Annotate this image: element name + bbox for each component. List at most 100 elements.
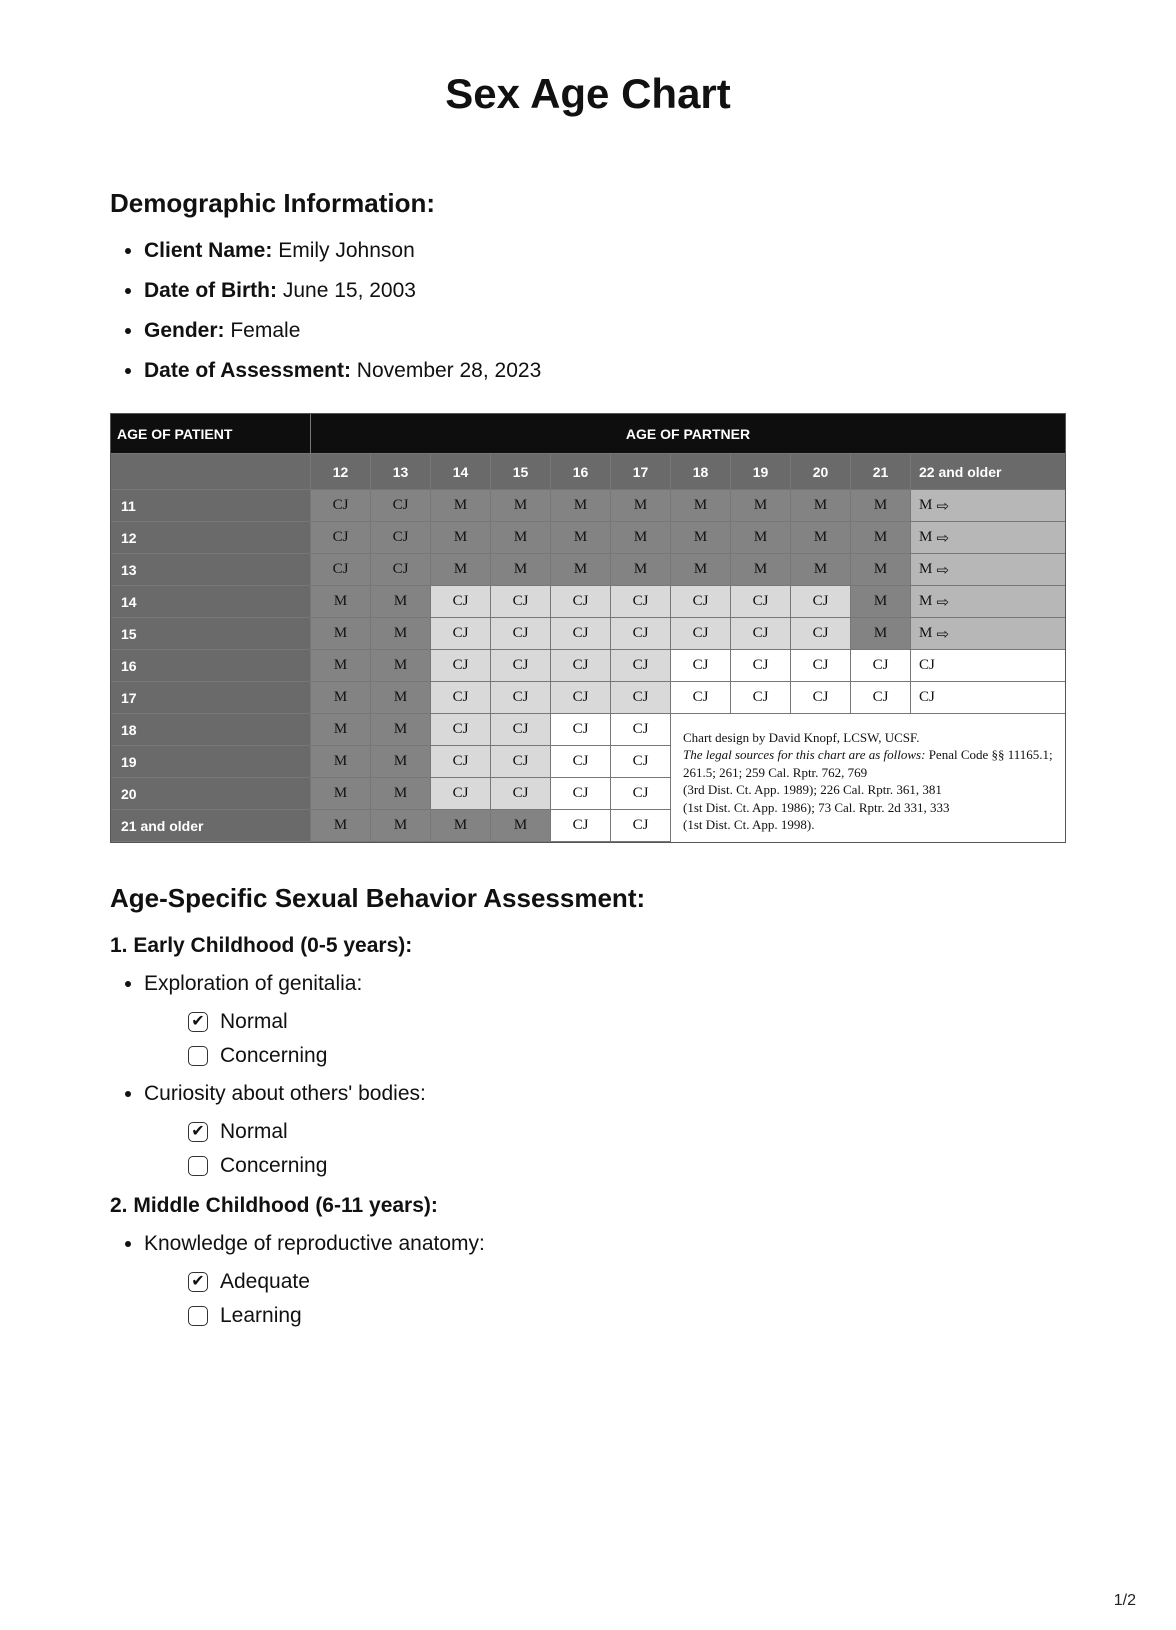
chart-cell: CJ xyxy=(611,810,671,842)
chart-partner-age: 12 xyxy=(311,454,371,490)
demographics-list: Client Name: Emily Johnson Date of Birth:… xyxy=(110,239,1066,383)
chart-cell: CJ xyxy=(851,682,911,714)
chart-header-blank xyxy=(111,454,311,490)
chart-partner-age: 17 xyxy=(611,454,671,490)
chart-cell: M xyxy=(311,810,371,842)
chart-cell: CJ xyxy=(611,650,671,682)
chart-cell: CJ xyxy=(371,522,431,554)
chart-row-age: 16 xyxy=(111,650,311,682)
chart-cell: CJ xyxy=(671,650,731,682)
chart-cell: CJ xyxy=(551,618,611,650)
checkbox[interactable]: ✔ xyxy=(188,1012,208,1032)
chart-row-age: 20 xyxy=(111,778,311,810)
chart-cell: M xyxy=(431,810,491,842)
age-chart-table: AGE OF PATIENTAGE OF PARTNER121314151617… xyxy=(110,413,1066,843)
chart-cell: CJ xyxy=(731,618,791,650)
assessment-option-label: Normal xyxy=(220,1010,288,1034)
chart-cell: M ⇨ xyxy=(911,586,1065,618)
chart-cell: CJ xyxy=(611,714,671,746)
chart-partner-age: 13 xyxy=(371,454,431,490)
chart-partner-age: 20 xyxy=(791,454,851,490)
chart-cell: CJ xyxy=(311,554,371,586)
chart-cell: CJ xyxy=(731,586,791,618)
chart-partner-age: 14 xyxy=(431,454,491,490)
chart-row: 12CJCJMMMMMMMMM ⇨ xyxy=(111,522,1065,554)
chart-cell: CJ xyxy=(791,650,851,682)
demographics-item: Gender: Female xyxy=(144,319,1066,343)
chart-cell: M xyxy=(611,554,671,586)
chart-cell: CJ xyxy=(671,586,731,618)
chart-cell: CJ xyxy=(431,714,491,746)
chart-cell: M xyxy=(431,554,491,586)
checkbox[interactable]: ✔ xyxy=(188,1122,208,1142)
chart-cell: M xyxy=(551,554,611,586)
chart-cell: M xyxy=(311,714,371,746)
chart-row-age: 15 xyxy=(111,618,311,650)
chart-partner-age: 18 xyxy=(671,454,731,490)
chart-cell: M xyxy=(791,554,851,586)
chart-cell: CJ xyxy=(551,586,611,618)
chart-row-age: 12 xyxy=(111,522,311,554)
assessment-option: Concerning xyxy=(188,1044,1066,1068)
chart-cell: M xyxy=(431,522,491,554)
assessment-option: Learning xyxy=(188,1304,1066,1328)
chart-cell: CJ xyxy=(551,746,611,778)
chart-cell: M xyxy=(851,522,911,554)
demographics-item: Date of Birth: June 15, 2003 xyxy=(144,279,1066,303)
chart-cell: M xyxy=(791,522,851,554)
demographics-heading: Demographic Information: xyxy=(110,188,1066,219)
chart-cell: M ⇨ xyxy=(911,554,1065,586)
chart-cell: CJ xyxy=(791,618,851,650)
assessment-option-label: Learning xyxy=(220,1304,302,1328)
chart-row-age: 18 xyxy=(111,714,311,746)
assessment-item: Knowledge of reproductive anatomy: xyxy=(144,1232,1066,1256)
chart-cell: M xyxy=(731,522,791,554)
assessment-option: ✔ Adequate xyxy=(188,1270,1066,1294)
page-number: 1/2 xyxy=(1114,1592,1136,1610)
demographics-value: June 15, 2003 xyxy=(277,279,416,302)
chart-cell: M xyxy=(851,554,911,586)
chart-cell: CJ xyxy=(851,650,911,682)
checkbox[interactable] xyxy=(188,1156,208,1176)
chart-cell: CJ xyxy=(671,682,731,714)
assessment-body: 1. Early Childhood (0-5 years):Explorati… xyxy=(110,934,1066,1328)
chart-cell: M ⇨ xyxy=(911,490,1065,522)
demographics-label: Date of Assessment: xyxy=(144,359,351,382)
page: Sex Age Chart Demographic Information: C… xyxy=(0,0,1176,1630)
chart-cell: CJ xyxy=(311,490,371,522)
assessment-option: Concerning xyxy=(188,1154,1066,1178)
assessment-option: ✔ Normal xyxy=(188,1010,1066,1034)
checkbox[interactable] xyxy=(188,1306,208,1326)
chart-cell: M xyxy=(371,618,431,650)
chart-cell: CJ xyxy=(431,650,491,682)
assessment-option-label: Normal xyxy=(220,1120,288,1144)
chart-cell: CJ xyxy=(611,586,671,618)
chart-cell: M xyxy=(371,586,431,618)
chart-cell: M xyxy=(431,490,491,522)
chart-cell: M xyxy=(731,554,791,586)
chart-cell: CJ xyxy=(491,586,551,618)
chart-cell: CJ xyxy=(551,714,611,746)
chart-cell: M xyxy=(851,618,911,650)
chart-partner-age: 15 xyxy=(491,454,551,490)
assessment-option-label: Adequate xyxy=(220,1270,310,1294)
chart-cell: CJ xyxy=(371,490,431,522)
chart-cell: CJ xyxy=(431,586,491,618)
demographics-label: Client Name: xyxy=(144,239,272,262)
chart-cell: CJ xyxy=(911,650,1065,682)
assessment-heading: Age-Specific Sexual Behavior Assessment: xyxy=(110,883,1066,914)
chart-cell: CJ xyxy=(491,714,551,746)
checkbox[interactable]: ✔ xyxy=(188,1272,208,1292)
chart-cell: M xyxy=(371,746,431,778)
chart-cell: CJ xyxy=(611,746,671,778)
assessment-option-label: Concerning xyxy=(220,1154,327,1178)
chart-cell: M xyxy=(611,522,671,554)
chart-cell: CJ xyxy=(791,586,851,618)
chart-cell: M xyxy=(671,554,731,586)
chart-cell: M xyxy=(371,778,431,810)
chart-cell: M xyxy=(491,522,551,554)
demographics-value: Emily Johnson xyxy=(272,239,414,262)
chart-row-age: 14 xyxy=(111,586,311,618)
chart-footnote: Chart design by David Knopf, LCSW, UCSF.… xyxy=(673,723,1063,840)
checkbox[interactable] xyxy=(188,1046,208,1066)
